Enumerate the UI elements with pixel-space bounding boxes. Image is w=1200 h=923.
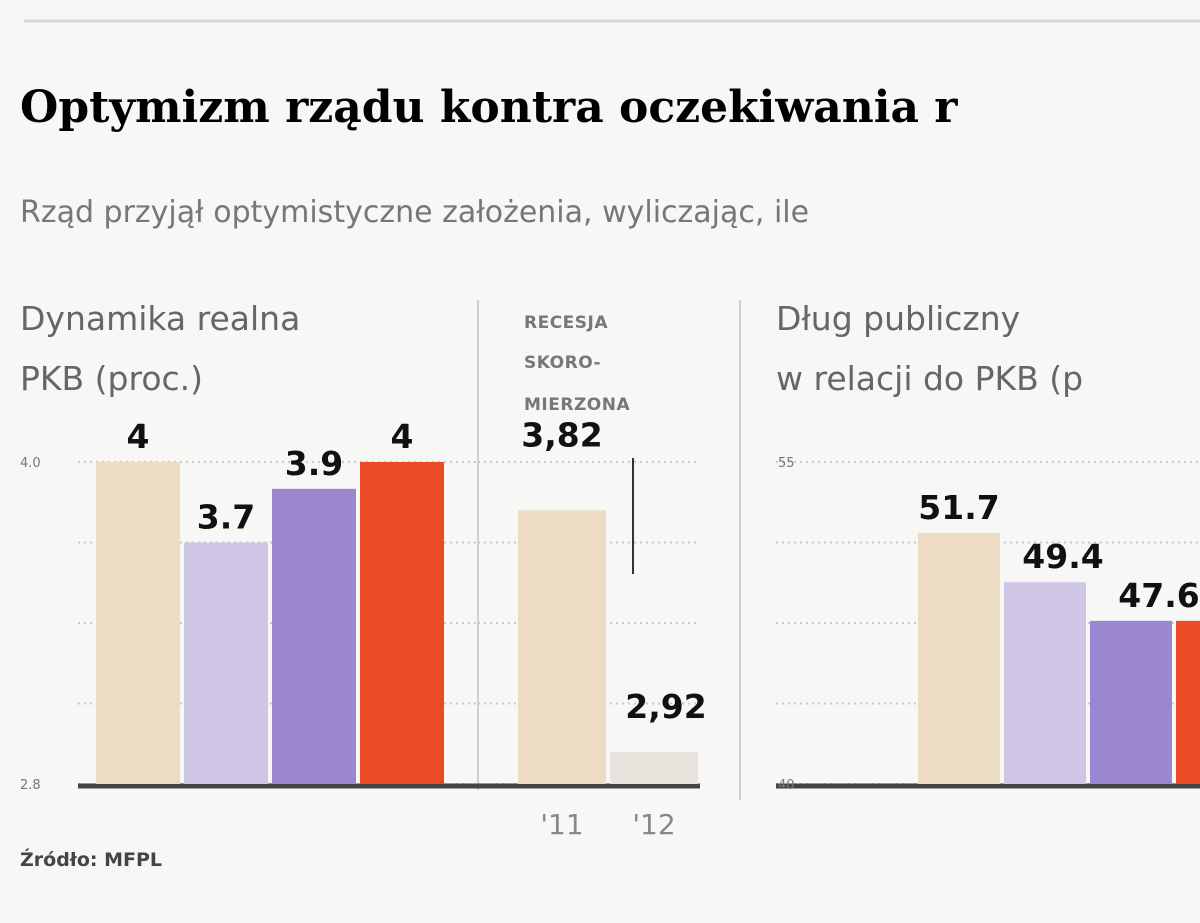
p1-ytick-bottom: 2.8 xyxy=(20,778,41,793)
p1-bar-3 xyxy=(272,488,356,784)
chart-title: Optymizm rządu kontra oczekiwania r xyxy=(20,82,958,133)
p2-bar-2 xyxy=(610,751,698,784)
panel3-title-line1: Dług publiczny xyxy=(776,299,1020,338)
p3-bar-2 xyxy=(1004,582,1086,784)
p1-bar-2 xyxy=(184,542,268,784)
p2-xtick-2: '12 xyxy=(632,808,675,841)
panel1-title-line2: PKB (proc.) xyxy=(20,359,203,398)
p3-bar-4 xyxy=(1176,620,1200,784)
p2-value-label-2: 2,92 xyxy=(625,687,706,726)
p1-bar-1 xyxy=(96,462,180,784)
panel3-title-line2: w relacji do PKB (p xyxy=(776,359,1083,398)
p3-ytick-top: 55 xyxy=(778,456,795,471)
p3-value-label-2: 49.4 xyxy=(1022,537,1103,576)
p1-value-label-4: 4 xyxy=(391,417,414,456)
p1-value-label-1: 4 xyxy=(127,417,150,456)
p1-ytick-top: 4.0 xyxy=(20,456,41,471)
p3-ytick-bottom: 40 xyxy=(778,778,795,793)
panel2-annotation-line1: RECESJA xyxy=(524,313,608,333)
p1-bar-4 xyxy=(360,462,444,784)
chart-subtitle: Rząd przyjął optymistyczne założenia, wy… xyxy=(20,195,809,230)
p3-value-label-3: 47.6 xyxy=(1118,576,1199,615)
p3-bar-1 xyxy=(918,532,1000,784)
p2-bar-1 xyxy=(518,510,606,784)
panel2-annotation-line3: MIERZONA xyxy=(524,395,630,415)
panel1-title-line1: Dynamika realna xyxy=(20,299,300,338)
p3-bar-3 xyxy=(1090,620,1172,784)
source-note: Źródło: MFPL xyxy=(20,848,162,871)
p2-xtick-1: '11 xyxy=(540,808,583,841)
panel2-annotation-line2: SKORO- xyxy=(524,353,601,373)
p3-value-label-1: 51.7 xyxy=(918,488,999,527)
plots-layer: 4.0 2.8 4 3.7 3.9 4 3,82 2,92 '11 '12 55 40 51.7 49.4… xyxy=(20,415,1200,841)
p1-value-label-3: 3.9 xyxy=(285,444,343,483)
p1-value-label-2: 3.7 xyxy=(197,498,255,537)
p2-value-label-1: 3,82 xyxy=(521,415,602,454)
